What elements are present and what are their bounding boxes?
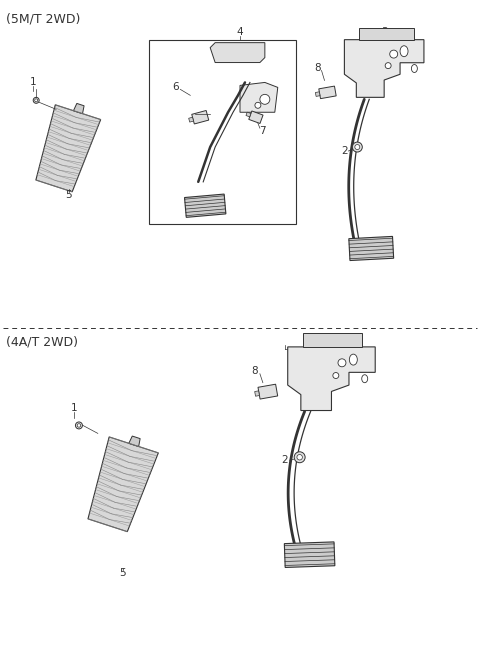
Circle shape xyxy=(352,142,362,152)
Circle shape xyxy=(333,373,339,379)
Circle shape xyxy=(35,99,37,102)
Polygon shape xyxy=(315,92,320,96)
Text: 1: 1 xyxy=(71,403,77,413)
Polygon shape xyxy=(302,333,362,347)
Circle shape xyxy=(338,359,346,367)
Text: 5: 5 xyxy=(120,567,126,577)
Polygon shape xyxy=(349,236,394,260)
Polygon shape xyxy=(189,117,193,122)
Polygon shape xyxy=(288,347,375,411)
Text: 1: 1 xyxy=(30,77,36,87)
Polygon shape xyxy=(129,436,140,447)
Polygon shape xyxy=(240,83,278,112)
Polygon shape xyxy=(73,104,84,113)
Ellipse shape xyxy=(400,46,408,56)
Circle shape xyxy=(255,102,261,108)
Polygon shape xyxy=(184,194,226,217)
Circle shape xyxy=(294,452,305,462)
Ellipse shape xyxy=(349,354,357,365)
Bar xyxy=(148,39,296,224)
Polygon shape xyxy=(258,384,278,399)
Text: 4: 4 xyxy=(237,27,243,37)
Polygon shape xyxy=(319,86,336,98)
Circle shape xyxy=(77,424,81,427)
Polygon shape xyxy=(36,105,101,192)
Circle shape xyxy=(260,94,270,104)
Text: 3: 3 xyxy=(304,337,311,347)
Polygon shape xyxy=(255,391,260,396)
Ellipse shape xyxy=(411,64,418,72)
Polygon shape xyxy=(249,111,263,123)
Text: 7: 7 xyxy=(260,126,266,136)
Polygon shape xyxy=(246,112,251,117)
Polygon shape xyxy=(344,39,424,97)
Circle shape xyxy=(390,50,398,58)
Circle shape xyxy=(33,97,39,103)
Circle shape xyxy=(297,455,302,460)
Text: 8: 8 xyxy=(252,366,258,376)
Text: (4A/T 2WD): (4A/T 2WD) xyxy=(6,336,78,349)
Circle shape xyxy=(355,144,360,150)
Text: 8: 8 xyxy=(314,62,321,73)
Text: (5M/T 2WD): (5M/T 2WD) xyxy=(6,13,81,26)
Polygon shape xyxy=(192,110,209,124)
Polygon shape xyxy=(284,542,335,567)
Polygon shape xyxy=(360,28,414,39)
Circle shape xyxy=(385,62,391,69)
Polygon shape xyxy=(88,437,158,531)
Ellipse shape xyxy=(362,375,368,382)
Circle shape xyxy=(75,422,83,429)
Text: 3: 3 xyxy=(381,27,387,37)
Text: 2: 2 xyxy=(281,455,288,465)
Text: 6: 6 xyxy=(172,83,179,92)
Text: 2: 2 xyxy=(341,146,348,156)
Polygon shape xyxy=(210,43,265,62)
Text: 5: 5 xyxy=(66,190,72,200)
